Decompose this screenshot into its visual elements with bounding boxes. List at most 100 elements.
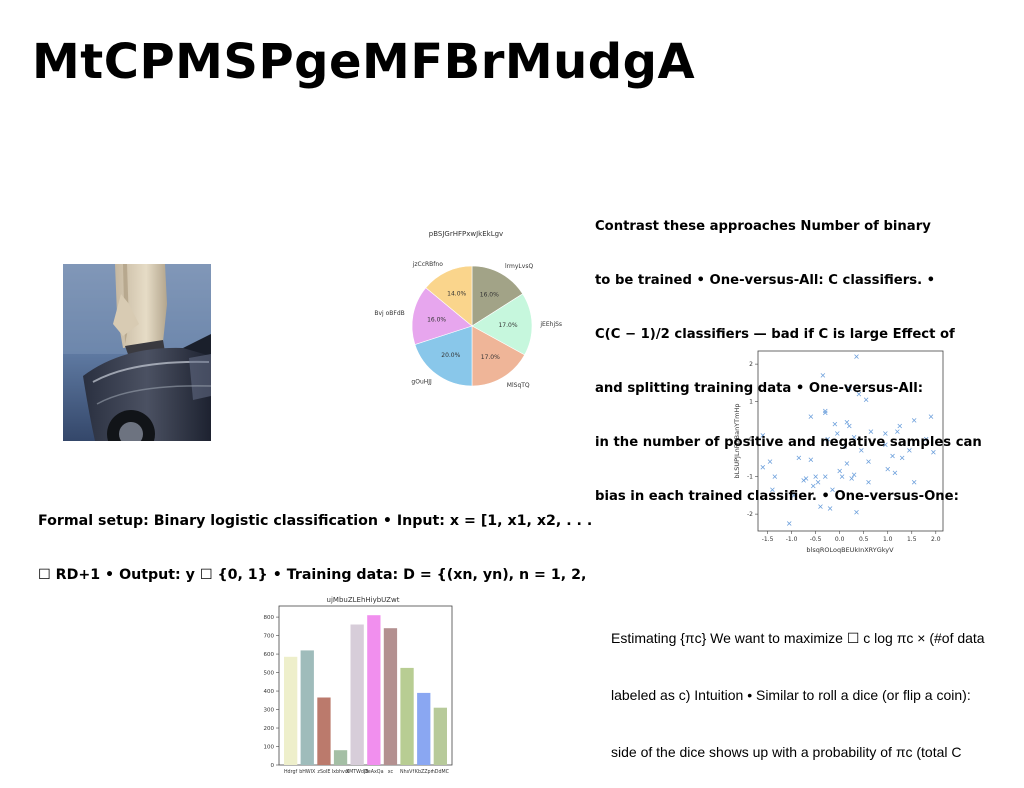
scatter-point xyxy=(770,487,775,493)
scatter-point xyxy=(827,506,833,511)
scatter-point xyxy=(890,453,895,459)
scatter-point xyxy=(847,423,852,429)
scatter-point xyxy=(796,455,802,461)
pie-slice xyxy=(471,265,524,327)
bar-chart: ujMbuZLEhHiybUZwt 0 100 200 300 400 500 600 700… xyxy=(255,592,460,786)
pie-chart: pBSJGrHFPxwJkEkLgv 16.0% lrmyLvsQ 17.0% jEE… xyxy=(360,222,570,426)
bar-ytick-label: 500 xyxy=(264,671,275,677)
scatter-point xyxy=(810,483,816,489)
bar-xtick-label: bHWIX xyxy=(299,769,316,775)
bar xyxy=(383,628,398,765)
bar-ytick-label: 600 xyxy=(264,652,275,658)
bar xyxy=(433,707,447,765)
pie-pct-label: 17.0% xyxy=(498,322,517,329)
text-line: C(C − 1)/2 classifiers — bad if C is lar… xyxy=(595,327,955,342)
scatter-point xyxy=(808,457,814,463)
pie-pct-label: 16.0% xyxy=(480,292,499,299)
scatter-point xyxy=(923,436,929,442)
scatter-xtick-label: -1.0 xyxy=(786,536,798,543)
scatter-point xyxy=(931,449,936,455)
scatter-xtick-label: -0.5 xyxy=(810,536,822,543)
text-line: Contrast these approaches Number of bina… xyxy=(595,219,931,234)
bar-xtick-label: hDdMC xyxy=(432,769,450,775)
scatter-ytick-label: 1 xyxy=(749,399,753,406)
bar-ytick-label: 200 xyxy=(264,726,275,732)
bar-xtick-label: zSoIE xyxy=(317,769,330,775)
scatter-point xyxy=(892,470,898,476)
scatter-point xyxy=(866,479,871,485)
scatter-ytick-label: 0 xyxy=(749,436,753,443)
scatter-point xyxy=(854,354,859,359)
pie-slice-label: lrmyLvsQ xyxy=(505,263,533,270)
scatter-point xyxy=(842,444,847,449)
scatter-point xyxy=(849,476,854,481)
bar-xtick-label: Hdrgf xyxy=(284,769,298,775)
scatter-point xyxy=(822,408,828,414)
scatter-point xyxy=(822,410,828,416)
bar-xtick-label: NhsVf xyxy=(400,769,414,775)
pie-slice-label: Bvj oBFdB xyxy=(374,310,404,317)
bar xyxy=(300,650,314,765)
bar-ytick-label: 400 xyxy=(264,689,275,695)
text-block-contrast-approaches: Contrast these approaches Number of bina… xyxy=(595,182,982,524)
scatter-point xyxy=(895,429,900,434)
text-line: side of the dice shows up with a probabi… xyxy=(611,744,962,760)
pie-slice xyxy=(425,265,473,327)
bar-xtick-label: KbZZpr xyxy=(415,769,433,775)
scatter-point xyxy=(839,474,845,479)
text-line: in the number of positive and negative s… xyxy=(595,435,982,450)
bar-xtick-label: DeAxQa xyxy=(364,769,384,775)
scatter-point xyxy=(899,455,905,461)
scatter-xtick-label: 0.0 xyxy=(835,536,845,543)
pie-pct-label: 16.0% xyxy=(427,316,446,323)
scatter-point xyxy=(767,459,773,464)
scatter-ylabel: bLSUPJLnFtrBanYTmHp xyxy=(733,403,741,478)
pie-slice xyxy=(414,325,473,387)
pie-slice xyxy=(471,293,533,356)
bar xyxy=(400,667,414,765)
scatter-point xyxy=(856,391,862,397)
scatter-ytick-label: 2 xyxy=(749,361,753,368)
bar-xtick-label: Ixbhvdl xyxy=(332,769,350,775)
scatter-point xyxy=(907,448,912,453)
scatter-point xyxy=(868,429,874,434)
pie-pct-label: 17.0% xyxy=(481,354,500,361)
bar xyxy=(417,692,431,765)
photo-man-leaning-on-car xyxy=(63,264,211,441)
scatter-chart: -1.5 -1.0 -0.5 0.0 0.5 1.0 1.5 2.0 -2 -1 0 1 2 blsqR… xyxy=(728,345,953,564)
bar-ytick-label: 700 xyxy=(264,634,275,640)
scatter-point xyxy=(760,433,766,438)
scatter-point xyxy=(820,373,826,378)
scatter-point xyxy=(928,414,934,419)
text-block-estimating: Estimating {πc} We want to maximize ☐ c … xyxy=(611,591,985,781)
slide-title: MtCPMSPgeMFBrMudgA xyxy=(32,34,696,90)
scatter-xtick-label: 0.5 xyxy=(859,536,869,543)
scatter-point xyxy=(883,442,888,448)
pie-pct-label: 20.0% xyxy=(441,352,460,359)
pie-pct-label: 14.0% xyxy=(447,290,466,297)
bar xyxy=(367,615,381,765)
scatter-point xyxy=(866,459,871,464)
pie-slice-label: gOuHJJ xyxy=(411,378,432,385)
scatter-point xyxy=(835,431,840,436)
text-line: to be trained • One-versus-All: C classi… xyxy=(595,273,936,288)
scatter-point xyxy=(822,474,828,479)
scatter-point xyxy=(863,397,869,403)
pie-slice-label: jEEhjSs xyxy=(539,321,562,328)
pie-slice xyxy=(471,325,525,387)
scatter-point xyxy=(847,386,852,391)
scatter-point xyxy=(813,474,818,479)
scatter-xtick-label: 1.0 xyxy=(883,536,893,543)
scatter-point xyxy=(885,466,891,472)
scatter-point xyxy=(851,472,857,478)
scatter-point xyxy=(911,479,917,485)
scatter-point xyxy=(760,464,766,470)
pie-slice-label: jzCcRBfno xyxy=(412,261,444,268)
scatter-xtick-label: 1.5 xyxy=(907,536,917,543)
bar-ytick-label: 0 xyxy=(271,763,275,769)
bar-xtick-label: xc xyxy=(388,770,394,775)
scatter-point xyxy=(791,493,797,498)
scatter-point xyxy=(786,521,792,526)
scatter-point xyxy=(859,448,864,453)
scatter-point xyxy=(897,423,903,429)
